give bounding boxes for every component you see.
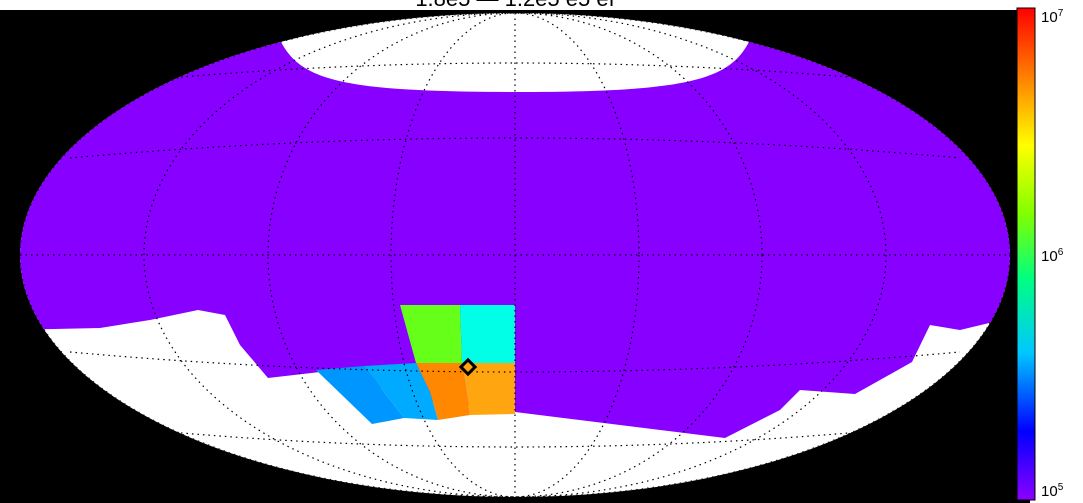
heatmap-cell-cyan — [460, 305, 515, 363]
colorbar-tick-top-exp: 7 — [1057, 8, 1064, 19]
graticule — [20, 13, 1010, 497]
source-marker — [458, 357, 478, 377]
heatmap-cell-orange-right — [462, 363, 515, 415]
heatmap-cell-orange-left — [416, 363, 470, 420]
colorbar-tick-bottom-base: 10 — [1041, 483, 1058, 500]
heatmap-cell-green — [400, 305, 462, 363]
heatmap-cell-blue-right — [364, 363, 438, 420]
colorbar-tick-top-base: 10 — [1041, 9, 1058, 26]
colorbar-tick-middle-base: 10 — [1041, 248, 1058, 265]
colorbar-tick-bottom-exp: 5 — [1057, 482, 1064, 493]
colorbar-tick-middle-exp: 6 — [1057, 247, 1064, 258]
title-strip — [0, 0, 1030, 10]
colorbar — [1016, 7, 1036, 501]
colorbar-tick-bottom: 105 — [1041, 482, 1063, 500]
background-region — [20, 40, 1010, 438]
colorbar-tick-top: 107 — [1041, 8, 1063, 26]
chart-title: 1.8e5 — 1.2e5 e5 ef — [415, 0, 615, 11]
heatmap-cell-blue-left — [316, 366, 404, 424]
colorbar-tick-middle: 106 — [1041, 247, 1063, 265]
